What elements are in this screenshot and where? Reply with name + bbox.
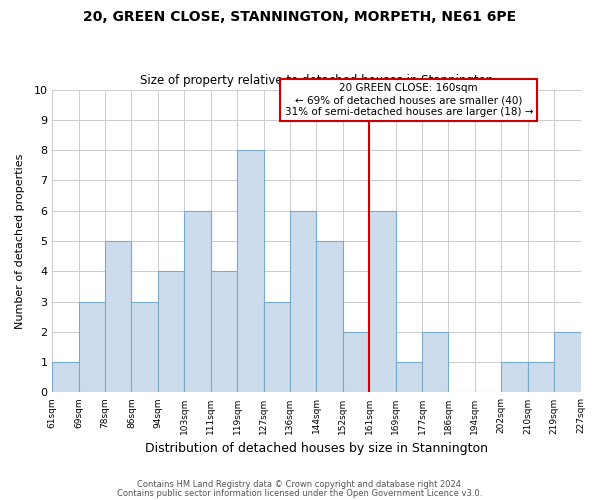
Bar [422,332,448,392]
Text: Contains HM Land Registry data © Crown copyright and database right 2024.: Contains HM Land Registry data © Crown c… [137,480,463,489]
Bar [527,362,554,392]
Bar [395,362,422,392]
Bar [343,332,369,392]
Bar [211,272,237,392]
Bar [263,302,290,392]
Bar [501,362,527,392]
Text: 20 GREEN CLOSE: 160sqm
← 69% of detached houses are smaller (40)
31% of semi-det: 20 GREEN CLOSE: 160sqm ← 69% of detached… [284,84,533,116]
Bar [554,332,581,392]
Y-axis label: Number of detached properties: Number of detached properties [15,154,25,328]
X-axis label: Distribution of detached houses by size in Stannington: Distribution of detached houses by size … [145,442,488,455]
Bar [290,210,316,392]
Bar [184,210,211,392]
Bar [237,150,263,392]
Bar [316,241,343,392]
Text: Contains public sector information licensed under the Open Government Licence v3: Contains public sector information licen… [118,488,482,498]
Title: Size of property relative to detached houses in Stannington: Size of property relative to detached ho… [140,74,493,87]
Bar [52,362,79,392]
Bar [105,241,131,392]
Bar [131,302,158,392]
Bar [158,272,184,392]
Bar [369,210,395,392]
Bar [79,302,105,392]
Text: 20, GREEN CLOSE, STANNINGTON, MORPETH, NE61 6PE: 20, GREEN CLOSE, STANNINGTON, MORPETH, N… [83,10,517,24]
